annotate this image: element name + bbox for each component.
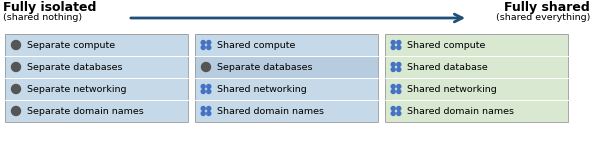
Text: (shared everything): (shared everything): [496, 13, 590, 22]
Text: Separate domain names: Separate domain names: [27, 107, 144, 115]
Text: Shared domain names: Shared domain names: [407, 107, 514, 115]
Text: Shared networking: Shared networking: [407, 85, 497, 93]
Text: Separate networking: Separate networking: [27, 85, 126, 93]
Circle shape: [391, 112, 395, 115]
Text: Separate databases: Separate databases: [27, 63, 123, 71]
Bar: [5, 100, 188, 122]
Text: Shared compute: Shared compute: [217, 41, 295, 49]
Circle shape: [202, 63, 211, 71]
Text: Fully isolated: Fully isolated: [3, 1, 97, 14]
Text: Separate compute: Separate compute: [27, 41, 115, 49]
Text: Shared database: Shared database: [407, 63, 488, 71]
Circle shape: [201, 46, 205, 49]
Text: Fully shared: Fully shared: [504, 1, 590, 14]
Circle shape: [201, 107, 205, 110]
Bar: [195, 78, 378, 100]
Bar: [195, 56, 378, 78]
Circle shape: [391, 63, 395, 66]
Text: (shared nothing): (shared nothing): [3, 13, 82, 22]
Text: Shared networking: Shared networking: [217, 85, 307, 93]
Circle shape: [391, 107, 395, 110]
Circle shape: [207, 107, 211, 110]
Text: Separate databases: Separate databases: [217, 63, 313, 71]
Bar: [385, 100, 568, 122]
Circle shape: [391, 41, 395, 44]
Circle shape: [391, 68, 395, 71]
Bar: [385, 56, 568, 78]
Circle shape: [11, 85, 21, 93]
Text: Shared compute: Shared compute: [407, 41, 486, 49]
Bar: [385, 78, 568, 100]
Bar: [385, 34, 568, 56]
Circle shape: [397, 90, 401, 93]
Circle shape: [391, 46, 395, 49]
Bar: [5, 56, 188, 78]
Bar: [385, 34, 568, 122]
Circle shape: [11, 107, 21, 115]
Circle shape: [207, 41, 211, 44]
Circle shape: [207, 112, 211, 115]
Circle shape: [207, 85, 211, 88]
Circle shape: [397, 68, 401, 71]
Circle shape: [201, 85, 205, 88]
Circle shape: [397, 107, 401, 110]
Bar: [195, 34, 378, 122]
Circle shape: [397, 46, 401, 49]
Circle shape: [201, 112, 205, 115]
Bar: [5, 34, 188, 56]
Circle shape: [397, 63, 401, 66]
Circle shape: [201, 90, 205, 93]
Circle shape: [391, 85, 395, 88]
Circle shape: [11, 63, 21, 71]
Circle shape: [207, 90, 211, 93]
Circle shape: [11, 41, 21, 49]
Text: Shared domain names: Shared domain names: [217, 107, 324, 115]
Circle shape: [201, 41, 205, 44]
Circle shape: [397, 41, 401, 44]
Bar: [5, 34, 188, 122]
Circle shape: [391, 90, 395, 93]
Circle shape: [397, 85, 401, 88]
Bar: [5, 78, 188, 100]
Circle shape: [397, 112, 401, 115]
Circle shape: [207, 46, 211, 49]
Bar: [195, 100, 378, 122]
Bar: [195, 34, 378, 56]
